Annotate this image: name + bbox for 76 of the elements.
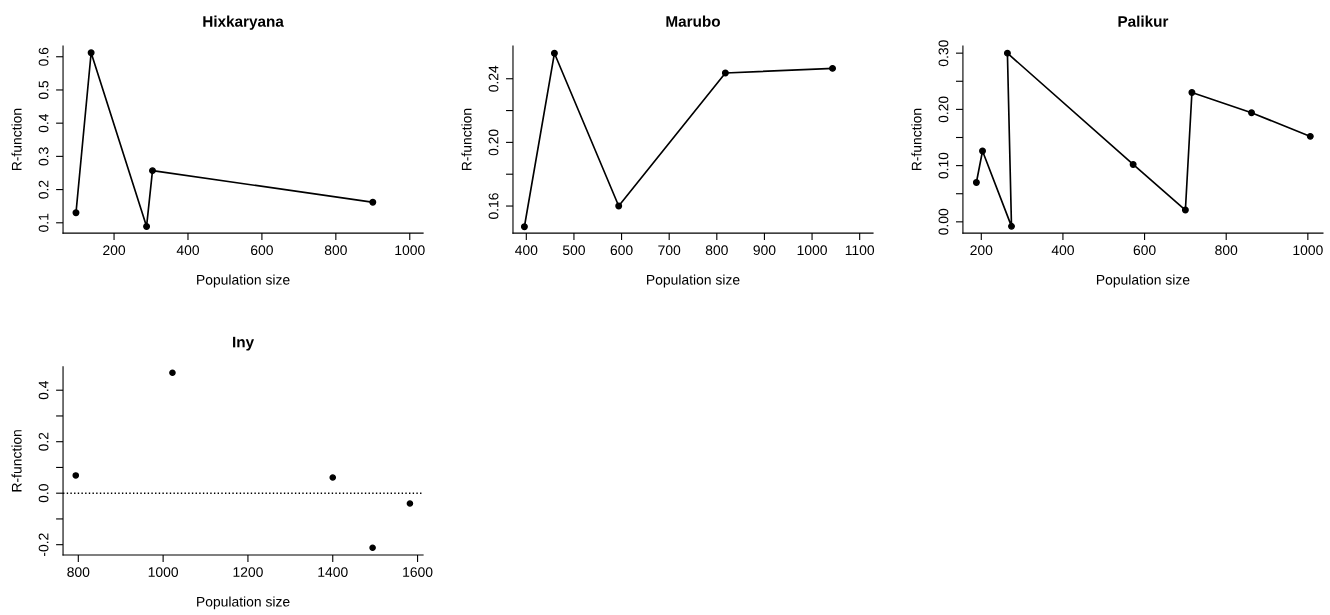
y-tick-label: 0.30 xyxy=(938,40,949,67)
x-tick-label: 1100 xyxy=(845,245,875,256)
point xyxy=(1129,161,1137,168)
point xyxy=(369,198,377,206)
x-tick-label: 800 xyxy=(705,245,728,256)
y-tick-label: 0.2 xyxy=(38,180,49,199)
x-axis-title: Population size xyxy=(197,274,290,288)
x-tick-label: 1400 xyxy=(318,567,348,577)
point xyxy=(829,64,837,72)
point xyxy=(72,472,80,479)
chart-title: Marubo xyxy=(666,15,720,27)
y-tick-label: -0.2 xyxy=(38,533,49,557)
x-tick-label: 800 xyxy=(324,245,347,256)
x-tick-label: 1600 xyxy=(403,567,433,577)
chart-title: Palikur xyxy=(1118,15,1169,27)
point xyxy=(520,223,528,231)
y-tick-label: 0.20 xyxy=(938,96,949,123)
y-axis-title: R-function xyxy=(11,430,22,492)
x-tick-label: 600 xyxy=(1133,245,1156,256)
y-tick-label: 0.1 xyxy=(38,213,49,232)
y-axis-title: R-function xyxy=(11,108,22,171)
point xyxy=(406,500,414,507)
point xyxy=(979,147,986,155)
y-tick-label: 0.4 xyxy=(38,113,49,133)
x-tick-label: 400 xyxy=(515,245,538,256)
x-tick-label: 900 xyxy=(753,245,776,256)
point xyxy=(721,69,729,77)
x-tick-label: 600 xyxy=(610,245,633,256)
x-tick-label: 1000 xyxy=(1293,245,1323,256)
point xyxy=(329,474,337,481)
y-axis-title: R-function xyxy=(461,108,472,171)
x-tick-label: 700 xyxy=(658,245,681,256)
y-tick-label: 0.00 xyxy=(938,208,949,235)
point xyxy=(369,544,376,552)
point xyxy=(169,369,176,377)
point xyxy=(615,202,623,210)
y-tick-label: 0.16 xyxy=(488,193,499,220)
point xyxy=(143,222,151,230)
x-tick-label: 400 xyxy=(176,245,200,256)
y-tick-label: 0.20 xyxy=(488,129,499,156)
chart-title: Hixkaryana xyxy=(203,15,284,30)
x-tick-label: 1000 xyxy=(797,245,827,256)
point xyxy=(149,167,156,175)
x-tick-label: 600 xyxy=(251,245,273,256)
x-tick-label: 200 xyxy=(970,245,993,256)
y-tick-label: 0.6 xyxy=(38,47,49,66)
point xyxy=(1248,109,1255,117)
point xyxy=(972,179,980,186)
x-tick-label: 1000 xyxy=(395,245,425,256)
point xyxy=(1003,49,1011,57)
y-tick-label: 0.24 xyxy=(488,65,499,92)
x-axis-title: Population size xyxy=(197,596,290,610)
x-tick-label: 500 xyxy=(562,245,585,256)
point xyxy=(1181,206,1189,214)
x-axis-title: Population size xyxy=(647,274,740,288)
y-tick-label: 0.5 xyxy=(38,80,49,100)
point xyxy=(87,49,95,57)
y-tick-label: 0.3 xyxy=(38,147,49,166)
y-tick-label: 0.0 xyxy=(38,484,49,503)
x-tick-label: 1200 xyxy=(233,567,263,577)
y-tick-label: 0.2 xyxy=(38,432,49,451)
x-tick-label: 1000 xyxy=(148,567,179,577)
point xyxy=(1188,89,1196,96)
y-tick-label: 0.4 xyxy=(38,380,49,400)
x-tick-label: 800 xyxy=(67,567,90,577)
point xyxy=(72,209,80,217)
y-axis-title: R-function xyxy=(911,108,922,171)
x-tick-label: 200 xyxy=(103,245,126,256)
chart-title: Iny xyxy=(233,336,255,351)
x-axis-title: Population size xyxy=(1096,274,1190,288)
point xyxy=(550,49,558,57)
point xyxy=(1306,132,1314,140)
y-tick-label: 0.10 xyxy=(938,152,949,179)
x-tick-label: 400 xyxy=(1051,245,1074,256)
point xyxy=(1008,222,1015,230)
x-tick-label: 800 xyxy=(1215,245,1238,256)
